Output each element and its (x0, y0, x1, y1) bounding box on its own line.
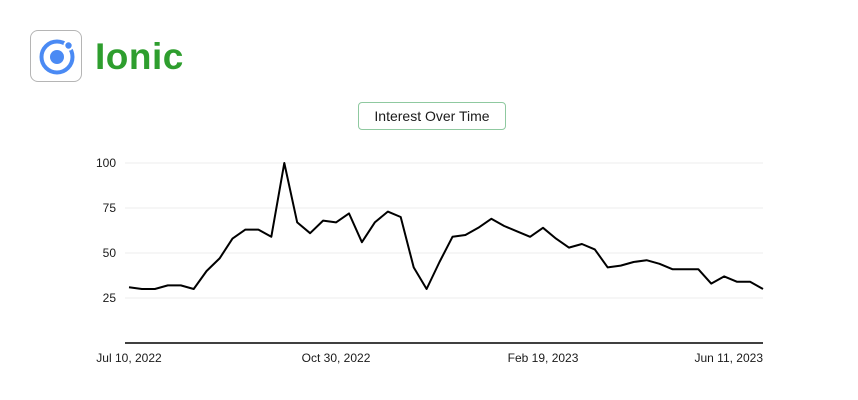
series-line (128, 162, 764, 290)
grid-lines (125, 162, 763, 299)
y-tick-label: 100 (96, 156, 116, 170)
x-axis-ticks: Jul 10, 2022 Oct 30, 2022 Feb 19, 2023 Jun … (96, 351, 763, 365)
y-tick-label: 25 (103, 291, 117, 305)
y-tick-label: 50 (103, 246, 117, 260)
y-tick-label: 75 (103, 201, 117, 215)
chart-title: Interest Over Time (358, 102, 506, 130)
brand-name: Ionic (95, 36, 184, 77)
y-axis-ticks: 25 50 75 100 (96, 156, 116, 305)
ionic-logo (30, 30, 82, 82)
ionic-logo-icon (39, 39, 75, 75)
x-tick-label: Jun 11, 2023 (694, 351, 763, 365)
x-tick-label: Feb 19, 2023 (508, 351, 579, 365)
x-tick-label: Oct 30, 2022 (302, 351, 371, 365)
x-tick-label: Jul 10, 2022 (96, 351, 162, 365)
